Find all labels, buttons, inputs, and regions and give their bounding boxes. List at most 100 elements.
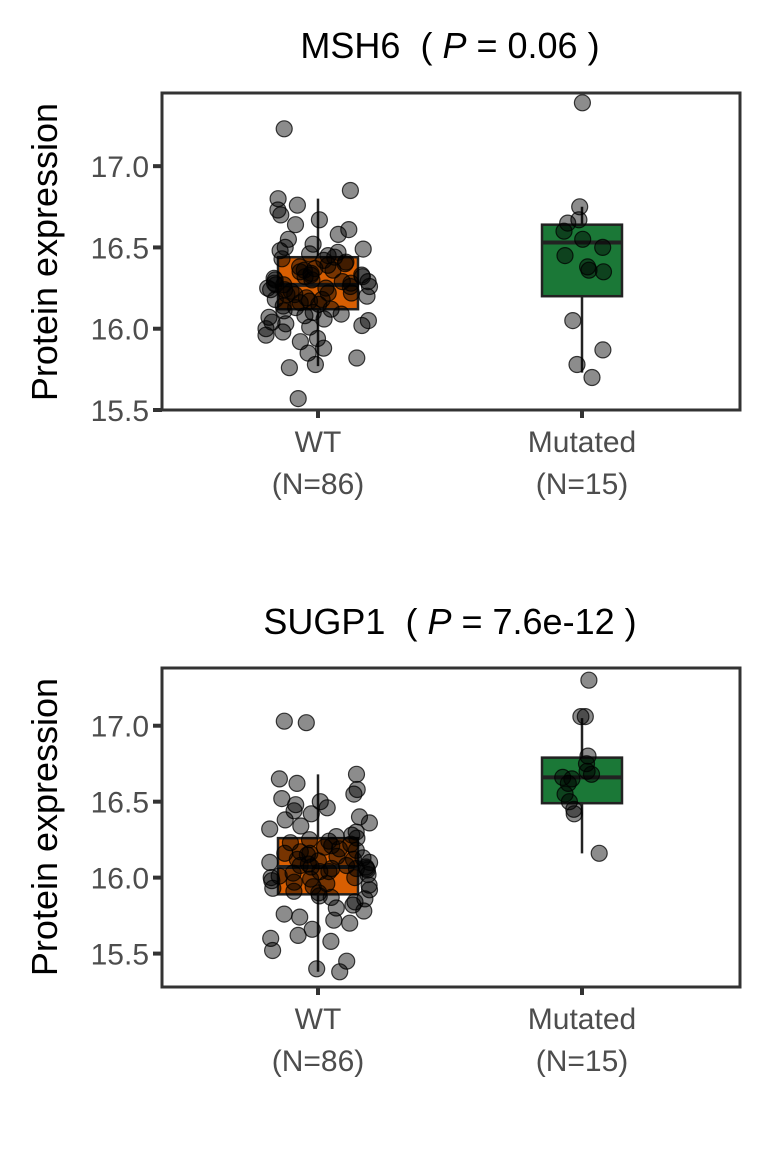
data-point <box>323 837 341 855</box>
data-point <box>310 211 328 229</box>
data-point <box>559 214 577 232</box>
data-point <box>262 868 280 887</box>
data-point <box>272 206 290 224</box>
data-point <box>302 805 320 823</box>
data-point <box>329 243 347 261</box>
y-ticks-1: 15.5 16.0 16.5 17.0 <box>91 151 162 428</box>
data-point <box>257 326 275 344</box>
data-point <box>284 864 302 882</box>
data-point <box>354 849 372 867</box>
plot-frame-2 <box>160 666 742 989</box>
x-ticks-1: WT (N=86) Mutated (N=15) <box>272 410 636 501</box>
data-point <box>319 284 337 302</box>
data-point <box>327 899 345 917</box>
data-point <box>286 216 305 234</box>
title-close-1: ) <box>588 25 600 66</box>
data-point <box>310 295 328 313</box>
data-point <box>315 339 333 357</box>
data-point <box>342 284 360 302</box>
data-point <box>269 190 287 208</box>
data-point <box>275 120 293 138</box>
data-point <box>297 714 315 732</box>
data-point <box>300 831 319 849</box>
data-point <box>359 273 377 291</box>
data-point <box>571 198 589 216</box>
data-point <box>354 240 372 258</box>
data-point <box>341 914 359 932</box>
panel-1: MSH6 ( P = 0.06 ) Protein expression 15.… <box>24 25 742 501</box>
data-point <box>576 707 594 726</box>
title-p-value-1: = 0.06 <box>476 25 577 66</box>
x-category-label: WT <box>295 426 342 459</box>
data-point <box>280 359 298 377</box>
y-ticks-2: 15.5 16.0 16.5 17.0 <box>91 711 162 972</box>
title-gene-2: SUGP1 <box>263 601 385 642</box>
data-point <box>276 238 294 256</box>
data-point <box>350 808 369 826</box>
x-category-n: (N=15) <box>536 1045 629 1078</box>
data-point <box>353 266 371 284</box>
data-point <box>594 263 613 281</box>
data-point <box>320 862 338 881</box>
x-category-label: Mutated <box>528 1003 636 1036</box>
data-point <box>345 785 363 803</box>
y-tick-label: 16.0 <box>91 314 149 347</box>
data-point <box>565 800 583 818</box>
data-point <box>356 890 374 908</box>
data-point <box>301 844 319 862</box>
x-category-n: (N=86) <box>272 468 365 501</box>
data-point <box>355 902 373 920</box>
y-tick-label: 15.5 <box>91 395 149 428</box>
data-point <box>347 859 365 878</box>
data-point <box>348 829 366 847</box>
data-point <box>306 355 324 374</box>
data-point <box>301 318 319 336</box>
data-point <box>556 247 574 265</box>
chart-title-2: SUGP1 ( P = 7.6e-12 ) <box>263 601 636 642</box>
data-point <box>303 920 321 938</box>
data-point <box>286 286 304 304</box>
plot-frame-1 <box>160 91 742 412</box>
x-ticks-2: WT (N=86) Mutated (N=15) <box>272 987 636 1078</box>
data-point <box>308 960 326 978</box>
x-category-label: WT <box>295 1003 342 1036</box>
data-point <box>288 774 306 793</box>
data-point <box>260 308 278 326</box>
data-point <box>323 859 341 878</box>
data-point <box>359 312 377 330</box>
title-open-2: ( <box>405 601 417 642</box>
data-point <box>289 926 307 945</box>
title-open-1: ( <box>420 25 432 66</box>
data-point <box>270 770 288 788</box>
data-point <box>266 290 284 309</box>
data-point <box>319 256 337 274</box>
panel-2: SUGP1 ( P = 7.6e-12 ) Protein expression… <box>24 601 742 1078</box>
data-point <box>555 222 573 240</box>
data-point <box>289 390 307 408</box>
y-axis-title-2: Protein expression <box>24 678 65 976</box>
plot-area-2 <box>261 671 624 981</box>
data-point <box>568 355 586 374</box>
data-point <box>285 802 303 820</box>
y-tick-label: 16.5 <box>91 787 149 820</box>
data-point <box>277 315 295 333</box>
data-point <box>261 820 279 838</box>
data-point <box>322 888 340 907</box>
data-point <box>319 247 337 265</box>
data-point <box>564 312 582 330</box>
data-point <box>360 876 378 894</box>
data-point <box>572 707 590 726</box>
y-tick-label: 16.5 <box>91 232 149 265</box>
data-point <box>590 844 608 862</box>
data-point <box>583 368 601 387</box>
data-point <box>302 858 320 876</box>
data-point <box>348 349 366 367</box>
data-point <box>574 230 592 248</box>
data-point <box>273 789 291 808</box>
data-point <box>327 827 345 846</box>
data-point <box>262 281 280 299</box>
data-point <box>341 181 359 200</box>
data-point <box>580 671 598 689</box>
data-point <box>582 765 601 783</box>
data-point <box>261 853 279 872</box>
